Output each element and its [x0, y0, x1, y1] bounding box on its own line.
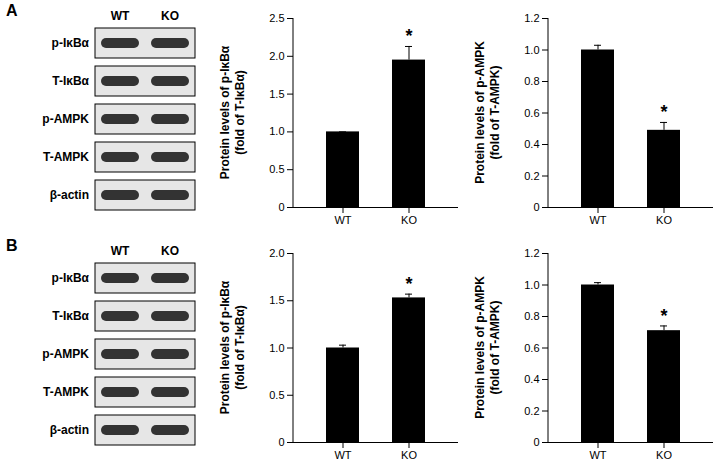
svg-text:KO: KO [401, 449, 417, 461]
svg-text:WT: WT [589, 449, 606, 461]
svg-text:0: 0 [533, 201, 539, 213]
svg-text:KO: KO [401, 214, 417, 226]
svg-text:KO: KO [656, 449, 672, 461]
svg-text:β-actin: β-actin [50, 188, 89, 202]
svg-text:1.0: 1.0 [269, 342, 284, 354]
svg-text:*: * [660, 306, 667, 326]
svg-text:WT: WT [111, 244, 130, 258]
svg-text:0.2: 0.2 [524, 405, 539, 417]
svg-text:(fold of T-IκBα): (fold of T-IκBα) [233, 305, 247, 390]
svg-text:0: 0 [278, 201, 284, 213]
svg-text:1.0: 1.0 [269, 125, 284, 137]
svg-text:KO: KO [161, 244, 179, 258]
svg-text:A: A [6, 2, 18, 19]
svg-text:β-actin: β-actin [50, 423, 89, 437]
svg-text:0.5: 0.5 [269, 163, 284, 175]
svg-text:(fold of T-AMPK): (fold of T-AMPK) [488, 66, 502, 160]
svg-text:*: * [660, 102, 667, 122]
svg-text:2.0: 2.0 [269, 247, 284, 259]
svg-text:0.8: 0.8 [524, 75, 539, 87]
svg-text:1.5: 1.5 [269, 88, 284, 100]
svg-text:T-IκBα: T-IκBα [52, 309, 89, 323]
svg-text:KO: KO [656, 214, 672, 226]
svg-text:0: 0 [533, 436, 539, 448]
svg-text:0.5: 0.5 [269, 389, 284, 401]
svg-text:1.5: 1.5 [269, 294, 284, 306]
svg-text:Protein levels of p-IκBα: Protein levels of p-IκBα [218, 45, 232, 179]
svg-text:(fold of T-AMPK): (fold of T-AMPK) [488, 301, 502, 395]
svg-text:Protein levels of p-IκBα: Protein levels of p-IκBα [218, 280, 232, 414]
svg-text:*: * [405, 26, 412, 46]
svg-text:T-AMPK: T-AMPK [43, 385, 89, 399]
svg-text:p-AMPK: p-AMPK [42, 112, 89, 126]
svg-text:KO: KO [161, 9, 179, 23]
svg-text:0.4: 0.4 [524, 373, 539, 385]
svg-text:0.6: 0.6 [524, 342, 539, 354]
svg-text:T-AMPK: T-AMPK [43, 150, 89, 164]
svg-text:0.4: 0.4 [524, 138, 539, 150]
svg-text:WT: WT [334, 449, 351, 461]
svg-text:p-IκBα: p-IκBα [52, 271, 90, 285]
svg-text:p-IκBα: p-IκBα [52, 36, 90, 50]
svg-text:B: B [6, 237, 18, 254]
svg-text:Protein levels of p-AMPK: Protein levels of p-AMPK [473, 41, 487, 184]
svg-text:Protein levels of p-AMPK: Protein levels of p-AMPK [473, 276, 487, 419]
svg-text:WT: WT [334, 214, 351, 226]
svg-text:T-IκBα: T-IκBα [52, 74, 89, 88]
svg-text:0: 0 [278, 436, 284, 448]
svg-text:(fold of T-IκBα): (fold of T-IκBα) [233, 70, 247, 155]
svg-text:0.8: 0.8 [524, 310, 539, 322]
svg-text:WT: WT [589, 214, 606, 226]
svg-text:1.2: 1.2 [524, 12, 539, 24]
svg-text:0.6: 0.6 [524, 107, 539, 119]
svg-text:1.0: 1.0 [524, 44, 539, 56]
svg-text:2.5: 2.5 [269, 12, 284, 24]
svg-text:2.0: 2.0 [269, 50, 284, 62]
svg-text:p-AMPK: p-AMPK [42, 347, 89, 361]
svg-text:1.2: 1.2 [524, 247, 539, 259]
svg-text:WT: WT [111, 9, 130, 23]
svg-text:0.2: 0.2 [524, 170, 539, 182]
svg-text:1.0: 1.0 [524, 279, 539, 291]
svg-text:*: * [405, 274, 412, 294]
